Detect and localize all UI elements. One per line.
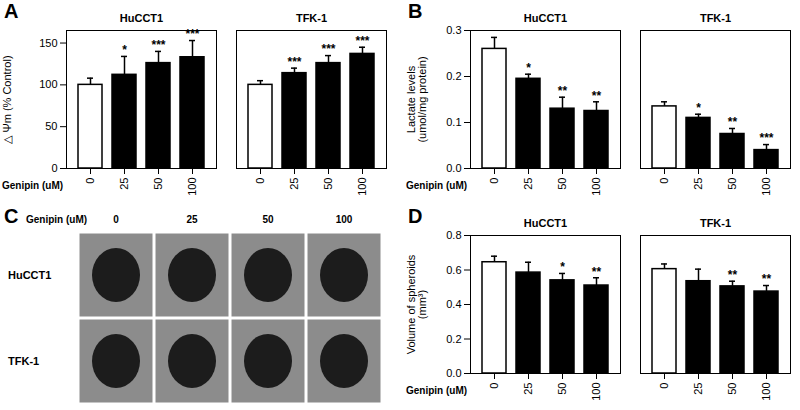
svg-text:TFK-1: TFK-1 (700, 217, 731, 229)
svg-text:0: 0 (51, 162, 57, 174)
svg-text:0.0: 0.0 (446, 162, 461, 174)
svg-text:0.2: 0.2 (446, 70, 461, 82)
svg-text:Lactate levels(umol/mg protein: Lactate levels(umol/mg protein) (405, 56, 428, 142)
svg-text:0.2: 0.2 (446, 333, 461, 345)
svg-text:25: 25 (186, 214, 198, 225)
svg-text:150: 150 (39, 37, 57, 49)
html-text:Genipin (uM): Genipin (uM) (406, 385, 468, 396)
svg-text:25: 25 (522, 383, 534, 395)
svg-text:0.8: 0.8 (446, 229, 461, 241)
svg-text:50: 50 (262, 214, 274, 225)
svg-text:**: ** (728, 115, 738, 129)
svg-text:100: 100 (590, 178, 602, 196)
svg-text:HuCCT1: HuCCT1 (524, 217, 567, 229)
svg-text:0: 0 (488, 383, 500, 389)
svg-text:**: ** (592, 89, 602, 103)
svg-text:0: 0 (84, 178, 96, 184)
svg-text:TFK-1: TFK-1 (296, 12, 327, 24)
svg-text:*: * (560, 260, 565, 274)
svg-text:25: 25 (522, 178, 534, 190)
svg-text:100: 100 (336, 214, 353, 225)
svg-text:HuCCT1: HuCCT1 (120, 12, 163, 24)
svg-text:**: ** (728, 268, 738, 282)
svg-text:HuCCT1: HuCCT1 (8, 269, 51, 281)
svg-text:TFK-1: TFK-1 (700, 12, 731, 24)
svg-text:*: * (526, 61, 531, 75)
svg-text:0.3: 0.3 (446, 24, 461, 36)
svg-text:***: *** (185, 27, 199, 41)
html-text:Genipin (uM): Genipin (uM) (2, 180, 64, 191)
svg-text:***: *** (151, 38, 165, 52)
html-text:C: C (4, 205, 19, 227)
svg-text:△ Ψm (% Control): △ Ψm (% Control) (1, 55, 13, 143)
svg-text:Volume of spheroids(mm³): Volume of spheroids(mm³) (405, 254, 428, 354)
svg-text:0: 0 (658, 178, 670, 184)
svg-text:*: * (696, 101, 701, 115)
svg-text:100: 100 (186, 178, 198, 196)
html-text:A: A (4, 0, 19, 22)
svg-text:***: *** (321, 42, 335, 56)
svg-text:***: *** (287, 55, 301, 69)
svg-text:**: ** (592, 265, 602, 279)
svg-text:0: 0 (658, 383, 670, 389)
svg-text:HuCCT1: HuCCT1 (524, 12, 567, 24)
svg-text:0.0: 0.0 (446, 367, 461, 379)
svg-text:0: 0 (488, 178, 500, 184)
svg-text:TFK-1: TFK-1 (8, 355, 39, 367)
svg-text:25: 25 (118, 178, 130, 190)
svg-text:50: 50 (152, 178, 164, 190)
svg-text:0: 0 (254, 178, 266, 184)
svg-text:**: ** (558, 84, 568, 98)
svg-text:0.6: 0.6 (446, 264, 461, 276)
svg-text:0.1: 0.1 (446, 116, 461, 128)
svg-text:**: ** (762, 272, 772, 286)
svg-text:50: 50 (556, 383, 568, 395)
html-text:D: D (408, 205, 423, 227)
svg-text:50: 50 (45, 120, 57, 132)
svg-text:0.4: 0.4 (446, 298, 461, 310)
svg-text:25: 25 (692, 178, 704, 190)
svg-text:*: * (122, 43, 127, 57)
svg-text:100: 100 (760, 178, 772, 196)
svg-text:50: 50 (726, 383, 738, 395)
html-text:B: B (408, 0, 423, 22)
svg-text:50: 50 (322, 178, 334, 190)
html-text:Genipin (uM): Genipin (uM) (406, 180, 468, 191)
svg-text:100: 100 (39, 78, 57, 90)
svg-text:50: 50 (556, 178, 568, 190)
svg-text:25: 25 (692, 383, 704, 395)
svg-text:***: *** (355, 34, 369, 48)
svg-text:100: 100 (356, 178, 368, 196)
svg-text:0: 0 (113, 214, 119, 225)
svg-text:100: 100 (590, 383, 602, 401)
svg-text:25: 25 (288, 178, 300, 190)
svg-text:Genipin (uM): Genipin (uM) (26, 214, 87, 225)
svg-text:100: 100 (760, 383, 772, 401)
svg-text:***: *** (759, 131, 773, 145)
svg-text:50: 50 (726, 178, 738, 190)
